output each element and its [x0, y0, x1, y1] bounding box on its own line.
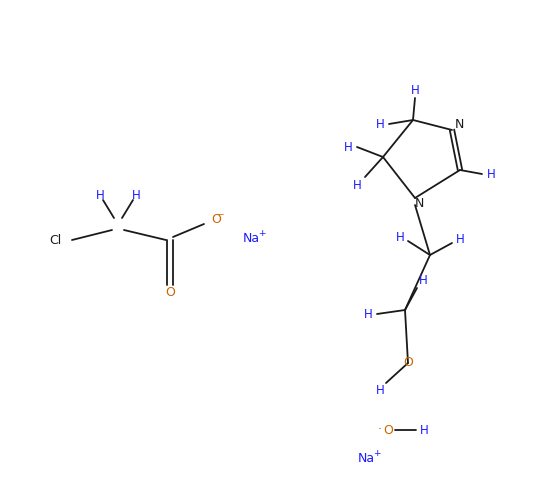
Text: H: H: [456, 233, 465, 246]
Text: Na: Na: [358, 452, 375, 465]
Text: H: H: [487, 167, 495, 180]
Text: O: O: [165, 285, 175, 298]
Text: O: O: [211, 213, 221, 226]
Text: N: N: [414, 197, 424, 210]
Text: H: H: [420, 423, 428, 437]
Text: N: N: [454, 118, 463, 130]
Text: −: −: [216, 210, 224, 219]
Text: +: +: [373, 449, 381, 458]
Text: H: H: [344, 140, 352, 153]
Text: +: +: [258, 229, 266, 238]
Text: H: H: [419, 274, 428, 287]
Text: Cl: Cl: [49, 234, 61, 247]
Text: O: O: [383, 423, 393, 437]
Text: Na: Na: [243, 232, 260, 245]
Text: H: H: [411, 84, 419, 97]
Text: H: H: [353, 178, 361, 192]
Text: H: H: [396, 231, 404, 244]
Text: ·: ·: [378, 423, 382, 437]
Text: H: H: [131, 189, 140, 202]
Text: H: H: [376, 384, 385, 397]
Text: O: O: [403, 357, 413, 370]
Text: H: H: [376, 118, 385, 130]
Text: H: H: [96, 189, 105, 202]
Text: H: H: [363, 307, 372, 321]
